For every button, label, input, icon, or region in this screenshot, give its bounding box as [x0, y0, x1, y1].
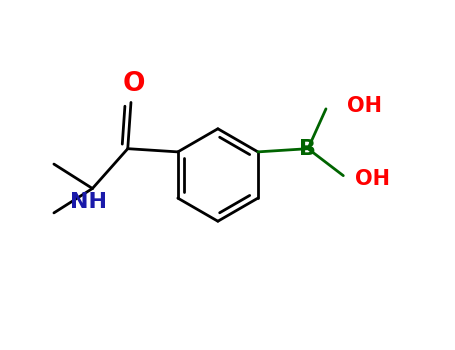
Text: NH: NH [70, 193, 107, 212]
Text: OH: OH [355, 169, 390, 189]
Text: OH: OH [347, 96, 381, 116]
Text: B: B [299, 139, 317, 159]
Text: O: O [123, 71, 146, 97]
